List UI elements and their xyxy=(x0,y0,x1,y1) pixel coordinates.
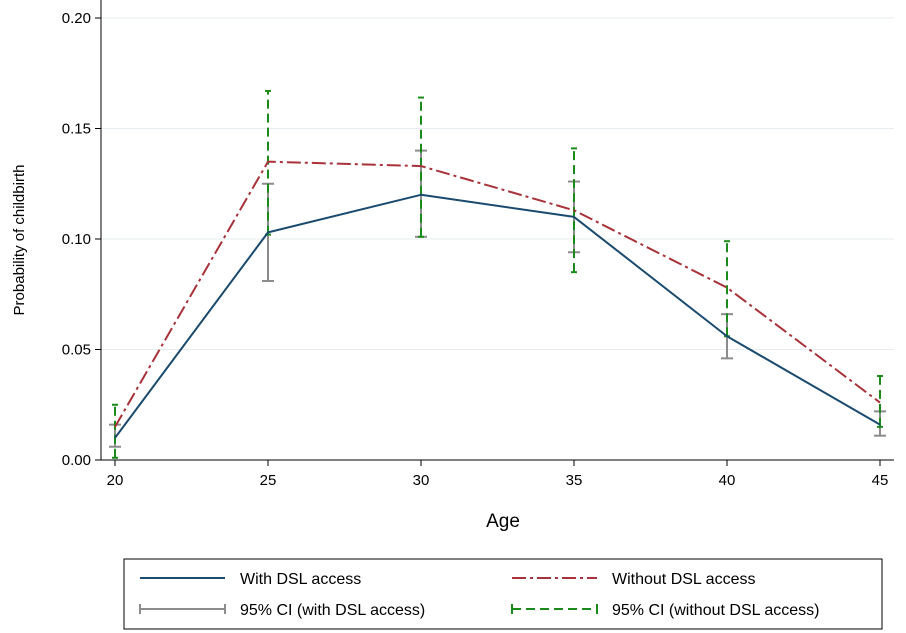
y-tick-label: 0.00 xyxy=(62,452,91,469)
y-tick-label: 0.20 xyxy=(62,10,91,27)
x-tick-label: 25 xyxy=(260,472,277,489)
x-tick-label: 45 xyxy=(872,472,889,489)
series-lines xyxy=(114,160,881,439)
series-line-without-dsl xyxy=(114,160,881,428)
x-axis-label: Age xyxy=(486,511,520,532)
y-axis-label: Probability of childbirth xyxy=(11,165,28,316)
legend-label-with-dsl: With DSL access xyxy=(240,571,361,588)
series-line-with-dsl xyxy=(114,193,881,439)
y-tick-label: 0.05 xyxy=(62,342,91,359)
x-tick-label: 30 xyxy=(413,472,430,489)
legend-box xyxy=(123,558,883,630)
legend-label-without-dsl: Without DSL access xyxy=(612,571,755,588)
y-tick-label: 0.15 xyxy=(62,121,91,138)
y-ticks: 0.00 0.05 0.10 0.15 0.20 xyxy=(62,10,101,469)
y-tick-label: 0.10 xyxy=(62,231,91,248)
x-ticks: 20 25 30 35 40 45 xyxy=(107,460,889,489)
legend-swatch-ci-without-dsl xyxy=(511,604,598,614)
legend-label-ci-without-dsl: 95% CI (without DSL access) xyxy=(612,602,819,619)
x-tick-label: 40 xyxy=(719,472,736,489)
legend: With DSL access Without DSL access 95% C… xyxy=(123,558,883,630)
axes xyxy=(100,0,894,461)
legend-swatch-ci-with-dsl xyxy=(139,604,226,614)
legend-label-ci-with-dsl: 95% CI (with DSL access) xyxy=(240,602,425,619)
x-tick-label: 35 xyxy=(566,472,583,489)
x-tick-label: 20 xyxy=(107,472,124,489)
